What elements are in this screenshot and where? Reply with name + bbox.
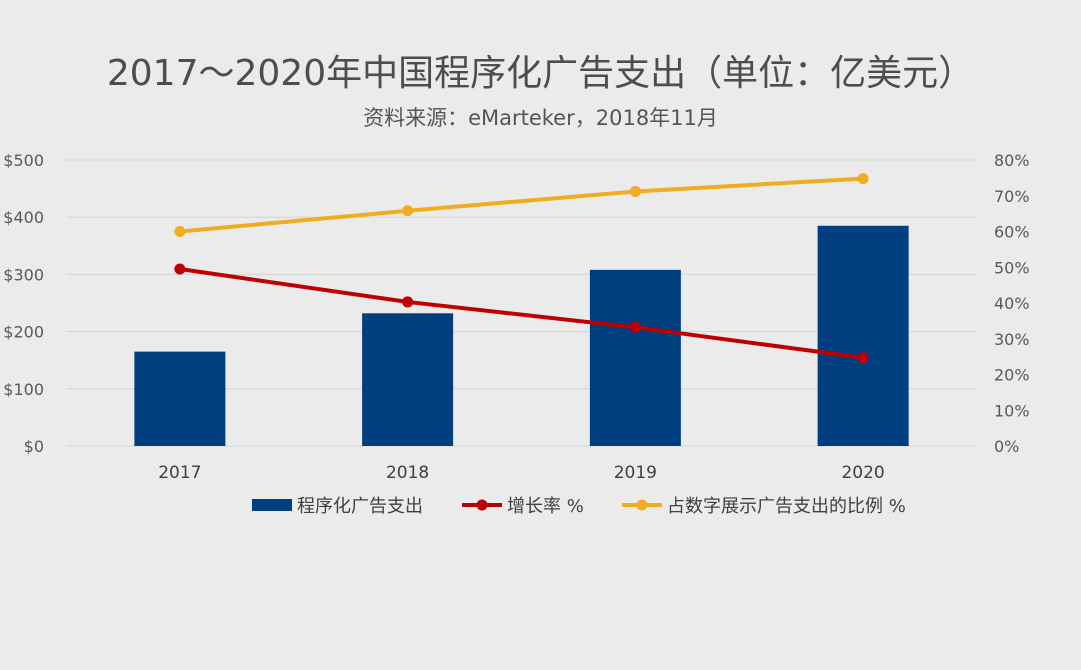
chart-title: 2017～2020年中国程序化广告支出（单位：亿美元） (106, 53, 975, 94)
y-left-tick-label: $100 (3, 380, 44, 399)
bar (362, 313, 454, 446)
data-point (402, 205, 414, 217)
series-line (179, 176, 864, 234)
legend-label: 程序化广告支出 (297, 496, 423, 517)
data-point (174, 226, 186, 237)
line-series (174, 173, 869, 364)
y-left-tick-label: $300 (3, 265, 44, 284)
y-right-tick-label: 50% (994, 258, 1030, 277)
x-tick-label: 2020 (841, 463, 884, 483)
y-right-tick-label: 40% (994, 294, 1030, 313)
data-point (629, 185, 641, 197)
axis-labels: $0 $100 $200 $300 $400 $500 0% 10% 20% 30% 40% 50% 6… (3, 151, 1029, 483)
bar-series (134, 225, 909, 446)
x-tick-label: 2019 (614, 463, 657, 483)
bar (134, 351, 226, 446)
y-left-tick-label: $0 (24, 437, 44, 456)
bar (817, 225, 909, 446)
bar (589, 269, 681, 446)
y-right-tick-label: 20% (994, 366, 1030, 385)
y-right-tick-label: 30% (994, 330, 1030, 349)
data-point (857, 352, 869, 364)
y-right-tick-label: 0% (994, 437, 1019, 456)
data-point (629, 321, 641, 333)
y-right-tick-label: 70% (994, 187, 1030, 206)
y-right-tick-label: 10% (994, 401, 1030, 420)
legend: 程序化广告支出 增长率 % 占数字展示广告支出的比例 % (252, 496, 906, 517)
legend-marker (636, 499, 648, 511)
legend-label: 占数字展示广告支出的比例 % (667, 496, 906, 517)
x-tick-label: 2017 (158, 463, 201, 483)
x-tick-label: 2018 (386, 463, 429, 483)
series-line (179, 267, 864, 360)
y-right-tick-label: 60% (994, 223, 1030, 242)
legend-marker (476, 499, 488, 511)
y-right-tick-label: 80% (994, 151, 1030, 170)
data-point (402, 296, 414, 308)
legend-label: 增长率 % (507, 496, 584, 517)
y-left-tick-label: $200 (3, 323, 44, 342)
y-left-tick-label: $400 (3, 208, 44, 227)
data-point (174, 263, 186, 275)
legend-swatch (252, 499, 292, 511)
chart-subtitle: 资料来源：eMarteker，2018年11月 (363, 106, 718, 130)
y-left-tick-label: $500 (3, 151, 44, 170)
data-point (857, 173, 869, 185)
